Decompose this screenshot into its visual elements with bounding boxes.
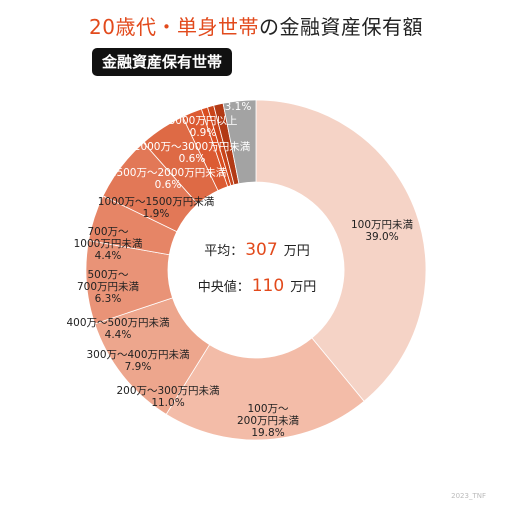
average-unit: 万円 <box>283 244 310 259</box>
slice-label: 無回答 3.1% <box>222 88 254 113</box>
series-badge: 金融資産保有世帯 <box>92 48 233 76</box>
slice-label: 500万～ 700万円未満 6.3% <box>77 269 140 305</box>
donut-slice <box>255 99 427 402</box>
donut-slice <box>165 337 365 441</box>
median-label: 中央値： <box>197 280 250 295</box>
credit-text: 2023_TNF <box>451 492 486 500</box>
slice-label: 100万～ 200万円未満 19.8% <box>237 403 300 439</box>
average-value: 307 <box>245 240 278 260</box>
title-rest: の金融資産保有額 <box>258 15 423 39</box>
slice-label: 3000万円以上 0.9% <box>169 115 238 139</box>
slice-label: 1500万～2000万円未満 0.6% <box>110 167 227 191</box>
donut-slice <box>222 99 257 185</box>
chart-title: 20歳代・単身世帯の金融資産保有額 <box>0 14 512 40</box>
slice-label: 100万円未満 39.0% <box>351 219 414 243</box>
median-readout: 中央値： 110 万円 <box>172 276 342 296</box>
slice-label: 200万～300万円未満 11.0% <box>116 385 220 409</box>
median-value: 110 <box>251 276 285 296</box>
slice-label: 1000万～1500万円未満 1.9% <box>98 196 215 220</box>
slice-label: 400万～500万円未満 4.4% <box>66 317 170 341</box>
slice-label: 700万～ 1000万円未満 4.4% <box>74 226 143 262</box>
title-accent: 20歳代・単身世帯 <box>89 15 259 39</box>
average-label: 平均： <box>204 244 244 259</box>
slice-label: 2000万～3000万円未満 0.6% <box>134 141 251 165</box>
average-readout: 平均： 307 万円 <box>172 240 342 260</box>
slice-label: 300万～400万円未満 7.9% <box>86 349 190 373</box>
median-unit: 万円 <box>290 280 317 295</box>
